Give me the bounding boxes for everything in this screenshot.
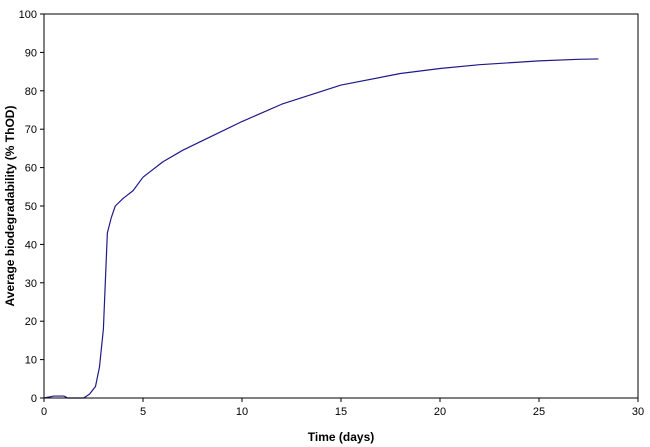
x-axis-title: Time (days) — [308, 430, 374, 444]
y-tick-label: 70 — [25, 124, 37, 136]
x-tick-label: 5 — [140, 406, 146, 418]
x-tick-label: 20 — [434, 406, 446, 418]
y-tick-label: 10 — [25, 355, 37, 367]
x-axis-ticks: 0 5 10 15 20 25 30 — [41, 398, 644, 418]
y-tick-label: 90 — [25, 47, 37, 59]
x-tick-label: 30 — [632, 406, 644, 418]
y-tick-label: 40 — [25, 239, 37, 251]
y-axis-ticks: 0 10 20 30 40 50 60 70 80 90 100 — [19, 9, 44, 405]
series-line — [43, 58, 599, 399]
y-tick-label: 0 — [31, 393, 37, 405]
x-tick-label: 0 — [41, 406, 47, 418]
x-tick-label: 10 — [236, 406, 248, 418]
y-tick-label: 100 — [19, 9, 37, 21]
x-tick-label: 25 — [533, 406, 545, 418]
y-tick-label: 60 — [25, 163, 37, 175]
y-tick-label: 20 — [25, 316, 37, 328]
y-tick-label: 30 — [25, 278, 37, 290]
series-layer — [43, 58, 599, 399]
y-tick-label: 80 — [25, 86, 37, 98]
y-tick-label: 50 — [25, 201, 37, 213]
y-axis-title: Average biodegradability (% ThOD) — [3, 106, 17, 307]
plot-area-frame — [43, 13, 639, 399]
x-tick-label: 15 — [335, 406, 347, 418]
